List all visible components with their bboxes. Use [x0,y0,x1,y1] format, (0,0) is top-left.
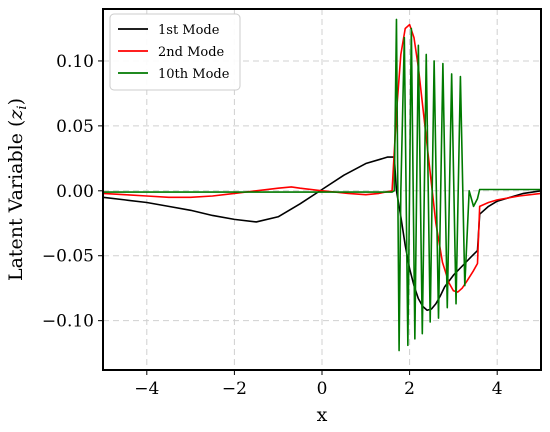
y-tick-label: 0.00 [56,182,94,202]
x-tick-label: 0 [317,379,328,399]
axis-ticks: −4 −2 0 2 4 −0.10 −0.05 0.00 0.05 0.10 [42,52,503,399]
legend-label-2: 2nd Mode [158,45,225,60]
y-tick-label: −0.05 [42,247,94,267]
x-axis-label: x [317,404,328,426]
legend-box [109,13,241,91]
y-tick-label: 0.10 [56,52,94,72]
legend-label-1: 1st Mode [158,23,220,38]
legend-label-3: 10th Mode [158,67,230,82]
y-tick-label: −0.10 [42,312,94,332]
y-axis-label: Latent Variable (zi) [5,98,30,281]
x-tick-label: −4 [134,379,159,399]
legend: 1st Mode 2nd Mode 10th Mode [109,13,241,91]
series-line-3 [103,18,541,352]
y-tick-label: 0.05 [56,117,94,137]
plot-lines [103,18,541,352]
x-tick-label: −2 [222,379,247,399]
x-tick-label: 4 [492,379,503,399]
x-tick-label: 2 [404,379,415,399]
